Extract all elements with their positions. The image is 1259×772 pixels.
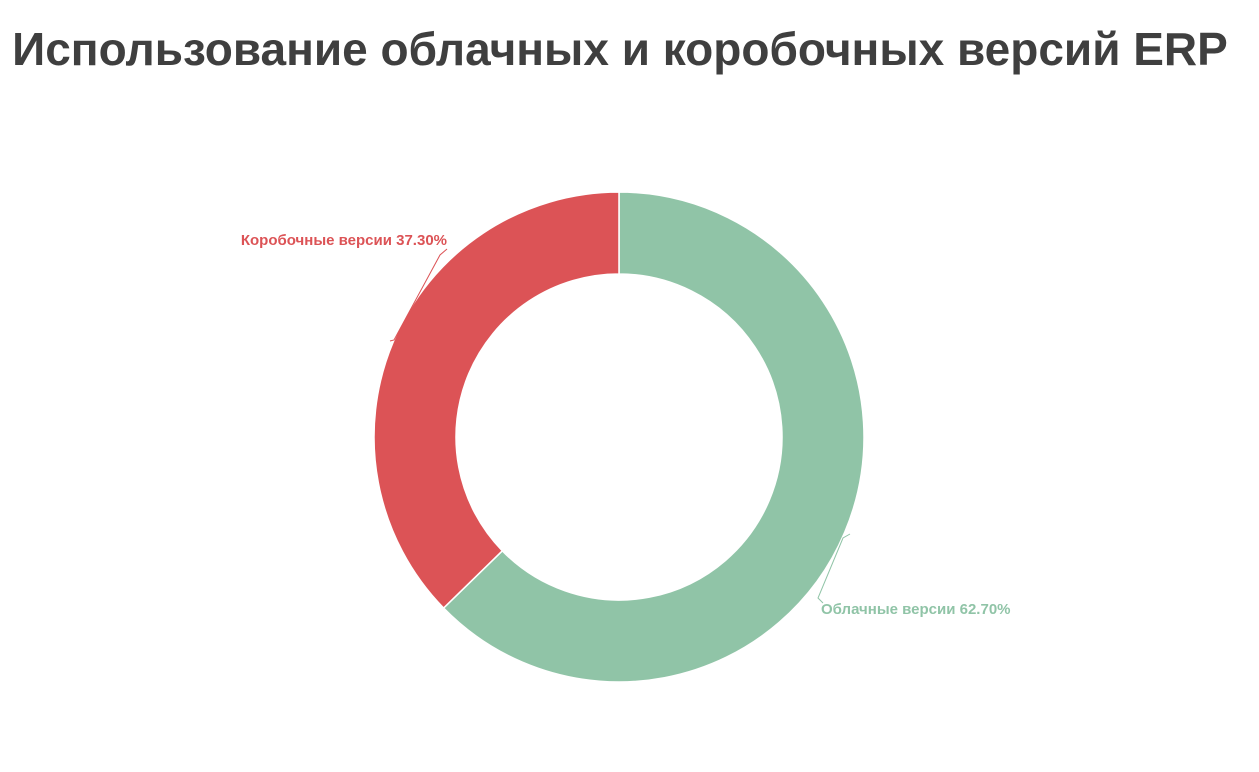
slice-label-boxed: Коробочные версии 37.30% — [241, 232, 447, 249]
slice-label-cloud: Облачные версии 62.70% — [821, 601, 1011, 618]
slice-labels: Облачные версии 62.70% Коробочные версии … — [241, 232, 1011, 618]
donut-slices — [374, 192, 864, 682]
slice-boxed — [374, 192, 619, 608]
